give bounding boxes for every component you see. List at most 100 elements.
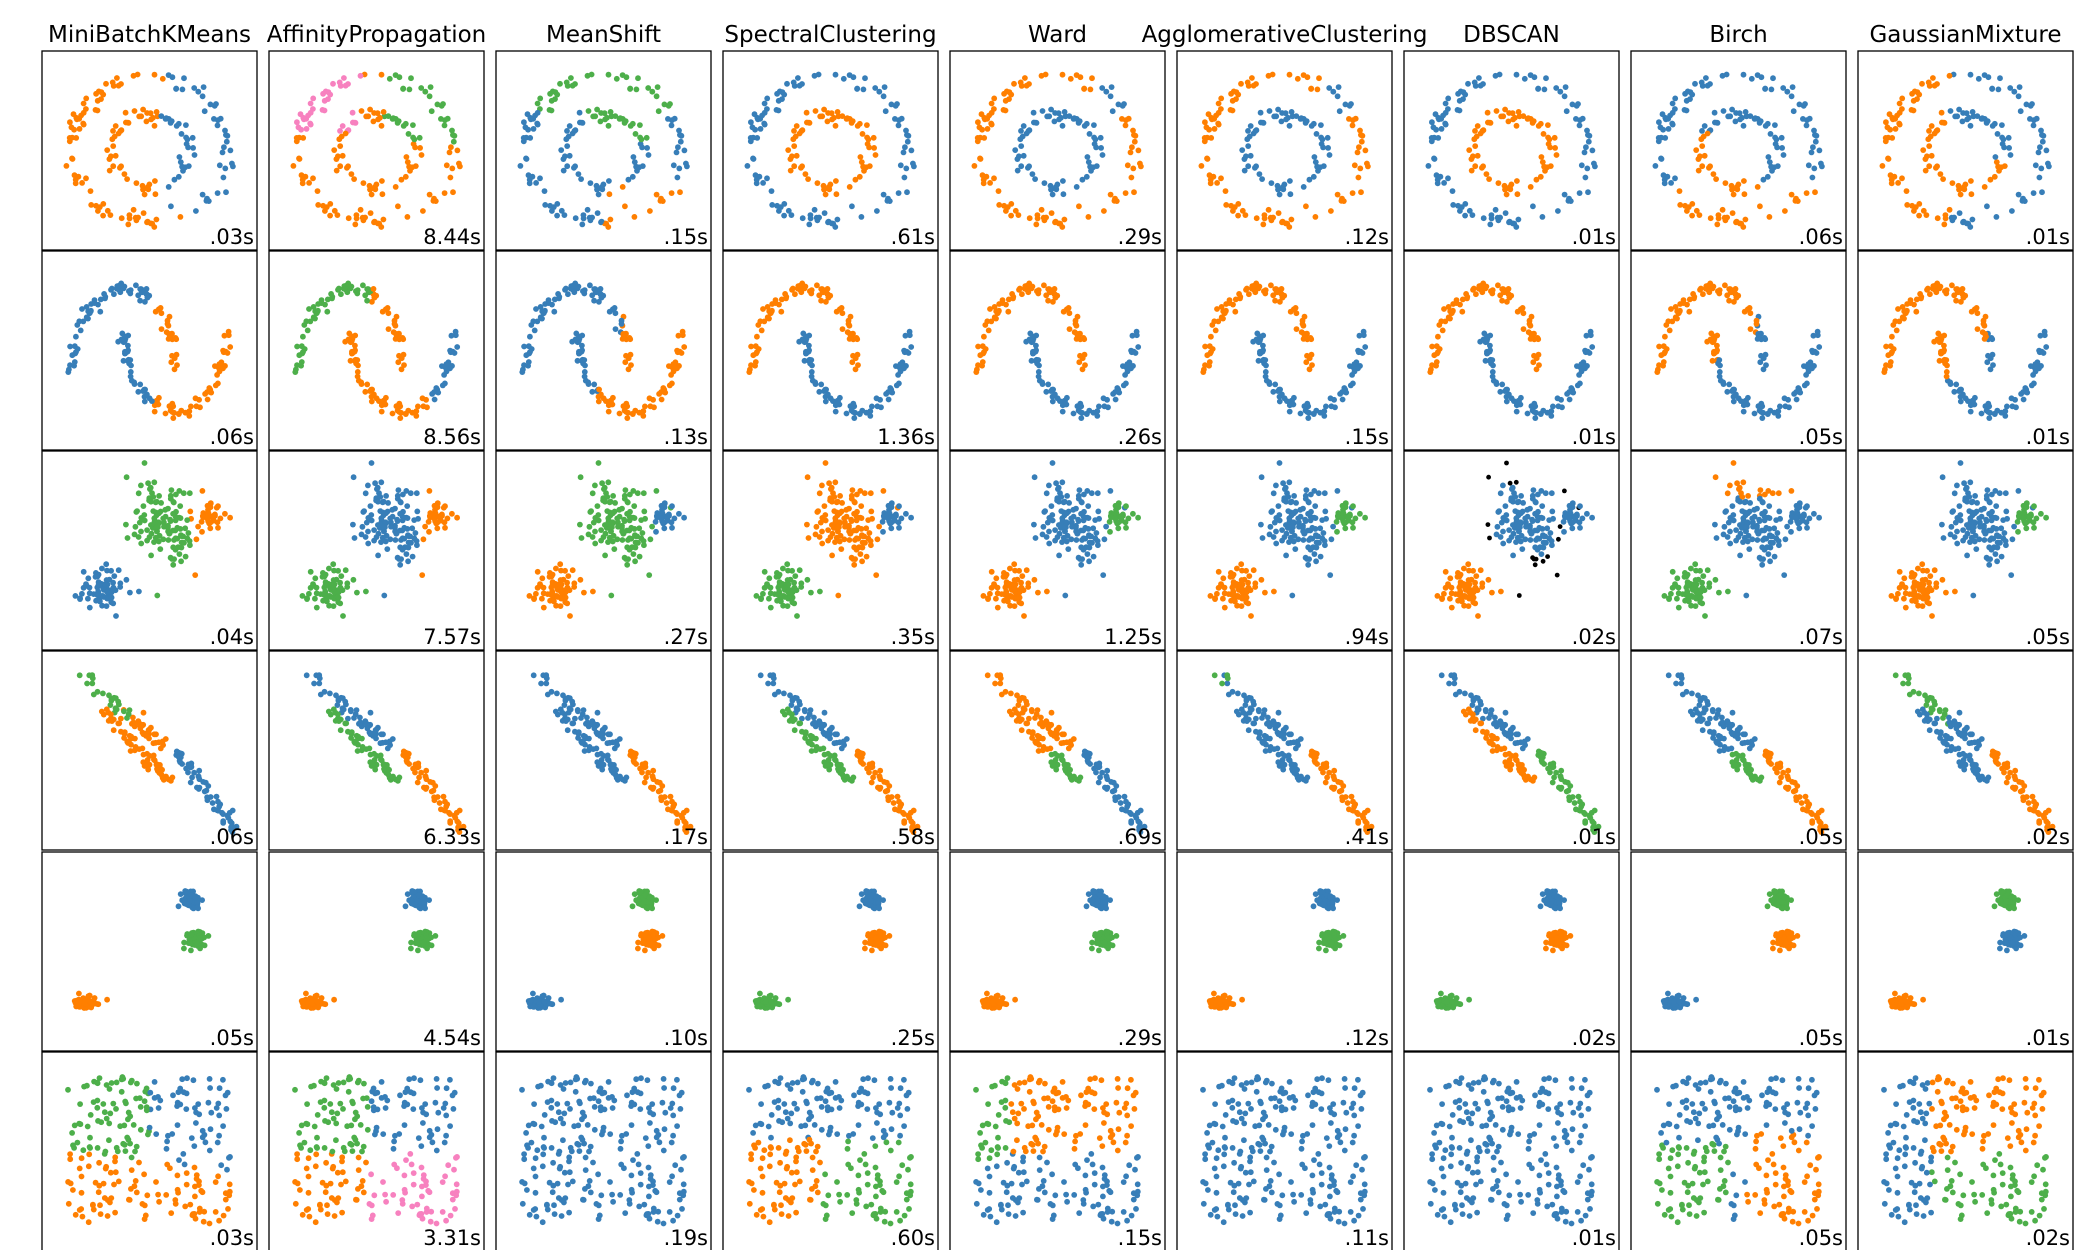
scatter-point [1226, 300, 1233, 306]
column-title-agglomerativeclustering: AgglomerativeClustering [1142, 22, 1428, 48]
scatter-point [681, 147, 688, 154]
scatter-point [819, 289, 826, 296]
scatter-point [1510, 552, 1516, 559]
scatter-point [569, 567, 576, 574]
scatter-point [1321, 413, 1328, 419]
scatter-point [812, 108, 819, 114]
scatter-point [1101, 536, 1108, 543]
scatter-point [1519, 546, 1526, 552]
scatter-point [1907, 300, 1914, 306]
scatter-point [1266, 108, 1273, 114]
scatter-point [96, 582, 103, 588]
scatter-point [181, 75, 187, 82]
scatter-point [1762, 86, 1768, 92]
scatter-point [616, 506, 623, 513]
scatter-point [103, 561, 110, 568]
scatter-point [676, 165, 683, 172]
scatter-point [1584, 127, 1590, 134]
scatter-point [1273, 482, 1279, 489]
scatter-point [888, 101, 895, 108]
scatter-point [1026, 215, 1033, 222]
scatter-point [2037, 332, 2044, 339]
scatter-point [1318, 141, 1325, 147]
scatter-point [110, 83, 117, 89]
scatter-point [1696, 212, 1703, 219]
scatter-point [589, 388, 596, 395]
scatter-point [1486, 348, 1493, 355]
scatter-point [1306, 176, 1313, 183]
scatter-point [99, 565, 105, 572]
scatter-point [202, 391, 209, 397]
scatter-point [337, 127, 343, 134]
scatter-point [1068, 536, 1075, 543]
scatter-point [2037, 144, 2043, 151]
scatter-point [1100, 572, 1107, 578]
scatter-point [1729, 186, 1735, 193]
scatter-point [1311, 154, 1318, 160]
scatter-point [142, 386, 149, 393]
scatter-point [330, 561, 337, 568]
scatter-point [1254, 330, 1261, 337]
scatter-point [1031, 576, 1038, 583]
scatter-point [598, 218, 605, 225]
scatter-point [433, 385, 440, 391]
scatter-point [378, 224, 385, 230]
scatter-point [852, 176, 859, 183]
scatter-point [1545, 141, 1552, 147]
scatter-point [643, 134, 650, 141]
scatter-point [1934, 336, 1941, 343]
scatter-point [67, 343, 73, 350]
scatter-point [834, 216, 841, 223]
scatter-point [1502, 503, 1509, 509]
scatter-point [1211, 318, 1218, 325]
scatter-point [1562, 488, 1567, 494]
scatter-point [1513, 408, 1520, 415]
scatter-point [400, 491, 406, 498]
scatter-point [805, 348, 812, 355]
scatter-point [1509, 110, 1516, 117]
scatter-point [1339, 396, 1346, 403]
scatter-point [1208, 114, 1215, 121]
scatter-point [353, 215, 360, 222]
scatter-point [1352, 115, 1359, 122]
scatter-point [165, 184, 172, 190]
scatter-point [859, 558, 865, 565]
scatter-point [375, 530, 382, 537]
scatter-point [115, 567, 122, 574]
scatter-point [523, 156, 530, 162]
column-title-dbscan: DBSCAN [1463, 22, 1560, 48]
scatter-point [580, 288, 586, 295]
panel-noisy-circles-birch: .06s [1630, 50, 1847, 251]
scatter-point [193, 536, 200, 543]
scatter-point [1926, 143, 1933, 150]
scatter-point [365, 528, 371, 535]
scatter-point [183, 141, 190, 147]
scatter-point [307, 121, 314, 128]
scatter-point [526, 176, 533, 183]
scatter-point [338, 291, 344, 298]
scatter-point [1018, 83, 1025, 89]
scatter-point [1578, 162, 1585, 169]
scatter-point [1481, 330, 1488, 337]
scatter-point [1221, 310, 1228, 317]
scatter-point [1120, 363, 1126, 369]
scatter-point [2032, 162, 2039, 169]
scatter-point [821, 106, 827, 113]
scatter-point [759, 112, 765, 119]
scatter-point [1711, 109, 1718, 116]
scatter-point [1567, 198, 1574, 205]
scatter-point [1023, 82, 1030, 89]
scatter-point [867, 413, 874, 419]
scatter-point [1562, 84, 1569, 90]
scatter-point [1504, 460, 1509, 466]
scatter-point [906, 328, 913, 335]
scatter-point [1761, 335, 1768, 341]
scatter-points [746, 280, 915, 421]
scatter-point [1957, 398, 1964, 405]
scatter-point [124, 535, 131, 541]
scatter-point [1129, 332, 1136, 339]
scatter-point [1273, 540, 1280, 547]
scatter-point [1221, 604, 1228, 611]
scatter-point [832, 408, 839, 415]
scatter-point [151, 224, 158, 230]
